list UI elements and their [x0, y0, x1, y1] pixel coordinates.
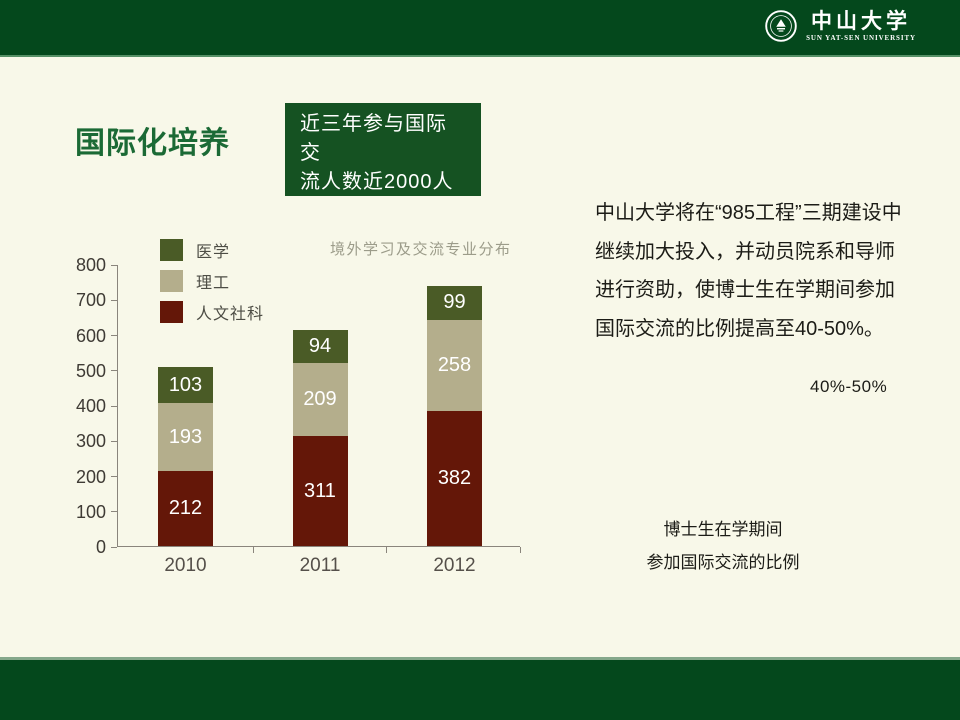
body-paragraph: 中山大学将在“985工程”三期建设中继续加大投入，并动员院系和导师进行资助，使博…: [595, 202, 902, 341]
legend-label: 人文社科: [196, 306, 265, 323]
caption-line-2: 参加国际交流的比例: [646, 553, 800, 572]
callout-line-2: 流人数近2000人: [300, 171, 454, 193]
y-axis-label: 400: [75, 396, 106, 416]
y-axis-tick: [111, 299, 117, 301]
y-axis-label: 0: [95, 537, 106, 557]
bar-value-label: 382: [437, 467, 472, 490]
y-axis-tick: [111, 546, 117, 548]
y-axis-label: 600: [75, 325, 106, 346]
chart-caption: 博士生在学期间 参加国际交流的比例: [640, 513, 806, 579]
caption-line-1: 博士生在学期间: [663, 520, 783, 539]
y-axis-label: 800: [75, 255, 106, 275]
x-axis-tick: [520, 547, 521, 553]
x-axis-label: 2011: [299, 555, 341, 576]
y-axis-tick: [111, 476, 117, 477]
legend-swatch: [160, 270, 183, 292]
university-name: 中山大学: [811, 8, 912, 33]
bar-value-label: 94: [308, 334, 332, 357]
y-axis-tick: [111, 335, 117, 336]
y-axis-label: 700: [75, 290, 106, 311]
university-logo: 中山大学 SUN YAT-SEN UNIVERSITY: [765, 9, 916, 42]
page-title: 国际化培养: [75, 127, 230, 160]
callout-box: 近三年参与国际交 流人数近2000人: [285, 103, 481, 196]
bar-segment: 258: [427, 320, 482, 412]
bar-segment: 209: [292, 362, 348, 437]
bar-segment: 311: [292, 436, 348, 546]
bar-segment: 99: [427, 285, 482, 321]
bar-value-label: 103: [168, 373, 203, 396]
y-axis-tick: [111, 405, 117, 407]
legend-label: 理工: [196, 275, 231, 292]
bar-value-label: 99: [443, 291, 466, 314]
x-axis-tick: [253, 547, 254, 553]
bar-segment: 212: [158, 471, 213, 546]
legend-swatch: [160, 239, 183, 261]
x-axis-label: 2010: [164, 555, 207, 576]
y-axis-tick: [111, 511, 117, 513]
bar-value-label: 212: [168, 497, 203, 520]
legend-label: 医学: [196, 244, 231, 261]
y-axis-label: 200: [75, 466, 106, 487]
university-logotype: 中山大学 SUN YAT-SEN UNIVERSITY: [806, 8, 916, 43]
bar-segment: 103: [158, 366, 213, 404]
legend-item: 人文社科: [160, 301, 264, 323]
university-seal-icon: [765, 9, 797, 42]
header-bar: 中山大学 SUN YAT-SEN UNIVERSITY: [0, 0, 960, 57]
legend-item: 医学: [160, 239, 264, 261]
x-axis-tick: [386, 547, 387, 553]
plot-area: 212 193 103 2010 311 209 94 2011 382 258 99 2012 0 10…: [76, 255, 521, 576]
bar-segment: 94: [292, 329, 348, 363]
y-axis-tick: [111, 440, 117, 442]
y-axis-label: 500: [75, 360, 106, 381]
bar-segment: 382: [427, 411, 482, 546]
bar-segment: 193: [158, 403, 213, 472]
percentage-label: 40%-50%: [810, 377, 888, 396]
bar-value-label: 258: [437, 354, 472, 377]
chart-title: 境外学习及交流专业分布: [330, 241, 512, 258]
y-axis-label: 100: [75, 501, 106, 522]
bar-value-label: 193: [168, 425, 203, 448]
bar-value-label: 311: [304, 479, 336, 502]
bar-value-label: 209: [303, 388, 337, 411]
legend-swatch: [160, 301, 183, 323]
y-axis-tick: [111, 370, 117, 372]
x-axis-label: 2012: [433, 555, 476, 576]
y-axis-tick: [111, 264, 117, 266]
callout-line-1: 近三年参与国际交: [300, 113, 447, 164]
chart-legend: 医学 理工 人文社科: [160, 239, 264, 332]
legend-item: 理工: [160, 270, 264, 292]
footer-bar: [0, 657, 960, 720]
university-name-en: SUN YAT-SEN UNIVERSITY: [806, 34, 916, 42]
y-axis-label: 300: [75, 431, 106, 452]
